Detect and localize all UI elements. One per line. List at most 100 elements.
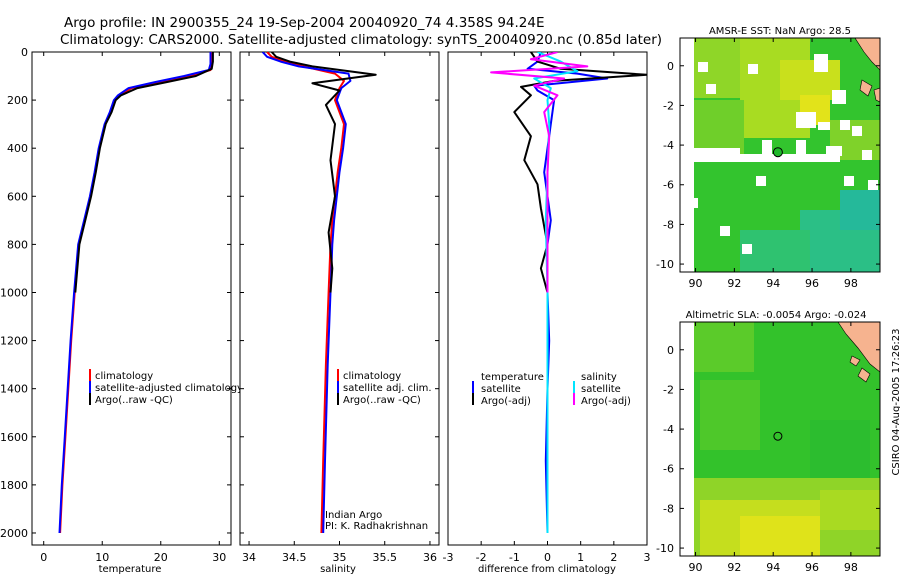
- series-climatology: [266, 52, 345, 534]
- sst-missing-data: [748, 64, 758, 74]
- series-argo-raw-qc: [74, 52, 214, 293]
- xtick-label: 35.5: [372, 551, 397, 564]
- ytick-label: 600: [7, 190, 28, 203]
- ytick-label: 1200: [0, 335, 28, 348]
- sst-missing-data: [706, 84, 716, 94]
- map-ytick-label: -10: [656, 258, 674, 271]
- series-satellite-adj-clim: [261, 52, 352, 534]
- ytick-label: 1600: [0, 431, 28, 444]
- map-ytick-label: -6: [663, 463, 674, 476]
- map-xtick-label: 96: [805, 561, 819, 574]
- ytick-label: 1400: [0, 383, 28, 396]
- sla-anomaly-patch: [740, 516, 820, 556]
- salinity-panel: 34 34.5 35 35.5 36 salinity climatology sate…: [239, 51, 440, 575]
- difference-legend-salinity: salinity satellite Argo(-adj): [573, 372, 631, 407]
- sst-map-title: AMSR-E SST: NaN Argo: 28.5: [709, 26, 851, 37]
- legend-label-satellite-adj: satellite adj. clim.: [343, 383, 432, 394]
- xtick-label: 20: [154, 551, 168, 564]
- ytick-label: 200: [7, 94, 28, 107]
- xtick-label: 10: [95, 551, 109, 564]
- sst-land: [873, 87, 880, 103]
- sla-anomaly-patch: [700, 380, 760, 450]
- legend-label-climatology: climatology: [343, 371, 401, 382]
- map-ytick-label: 0: [667, 60, 674, 73]
- salinity-xlabel: salinity: [320, 564, 356, 575]
- sst-missing-data: [740, 154, 840, 162]
- legend-label-argo: Argo(..raw -QC): [95, 395, 173, 406]
- sst-missing-data: [720, 226, 730, 236]
- legend-heading-salinity: salinity: [581, 372, 617, 383]
- sla-land: [857, 367, 871, 383]
- annotation-pi: PI: K. Radhakrishnan: [325, 521, 428, 532]
- sst-missing-data: [814, 54, 828, 72]
- ytick-label: 2000: [0, 527, 28, 540]
- salinity-legend: climatology satellite adj. clim. Argo(..…: [337, 369, 432, 406]
- sst-missing-data: [756, 176, 766, 186]
- sst-missing-data: [694, 148, 740, 162]
- legend-label-climatology: climatology: [95, 371, 153, 382]
- sla-map-field: [680, 322, 880, 556]
- sst-missing-data: [868, 180, 878, 190]
- map-ytick-label: -8: [663, 218, 674, 231]
- xtick-label: 0: [40, 551, 47, 564]
- salinity-axes-box: [239, 51, 440, 546]
- sla-missing-data: [680, 322, 694, 556]
- map-xtick-label: 90: [689, 561, 703, 574]
- map-xtick-label: 92: [727, 561, 741, 574]
- map-xtick-label: 94: [766, 561, 780, 574]
- sst-cool-patch: [840, 190, 880, 230]
- sst-warm-patch: [780, 60, 840, 100]
- sla-map-title: Altimetric SLA: -0.0054 Argo: -0.024: [686, 310, 867, 321]
- sla-map-axes-box: [679, 321, 881, 557]
- temperature-axes-box: [31, 51, 232, 546]
- legend-label-argo-adj-salinity: Argo(-adj): [581, 396, 631, 407]
- xtick-label: 30: [212, 551, 226, 564]
- ytick-label: 800: [7, 238, 28, 251]
- sst-map-panel: AMSR-E SST: NaN Argo: 28.5: [656, 26, 881, 290]
- sst-missing-data: [688, 198, 698, 208]
- sla-land: [837, 322, 880, 373]
- xtick-label: 3: [644, 551, 651, 564]
- difference-legend-temperature: temperature satellite Argo(-adj): [472, 372, 544, 407]
- sst-missing-data: [762, 140, 772, 154]
- sst-land: [859, 79, 873, 97]
- map-xtick-label: 96: [805, 277, 819, 290]
- map-ytick-label: -10: [656, 542, 674, 555]
- sla-anomaly-patch: [820, 490, 880, 530]
- sla-anomaly-patch: [694, 322, 754, 372]
- sst-missing-data: [680, 38, 694, 272]
- annotation-program: Indian Argo: [325, 510, 382, 521]
- argo-float-marker: [772, 147, 783, 158]
- map-xtick-label: 98: [844, 561, 858, 574]
- sst-map-axes-box: [679, 37, 881, 273]
- difference-xlabel: difference from climatology: [478, 564, 616, 575]
- xtick-label: -3: [443, 551, 454, 564]
- legend-label-argo-adj: Argo(-adj): [481, 396, 531, 407]
- sst-missing-data: [852, 126, 862, 136]
- map-xtick-label: 90: [689, 277, 703, 290]
- xtick-label: 0: [544, 551, 551, 564]
- map-ytick-label: -2: [663, 383, 674, 396]
- sst-missing-data: [826, 146, 842, 156]
- series-satellite-adjusted-climatology: [58, 52, 212, 534]
- map-ytick-label: -6: [663, 179, 674, 192]
- map-xtick-label: 92: [727, 277, 741, 290]
- ytick-label: 1800: [0, 479, 28, 492]
- map-ytick-label: -8: [663, 502, 674, 515]
- legend-label-satellite: satellite: [481, 384, 521, 395]
- series-argo-adj-salinity: [490, 52, 589, 293]
- map-ytick-label: -4: [663, 139, 674, 152]
- xtick-label: 34: [242, 551, 256, 564]
- sst-missing-data: [818, 122, 830, 130]
- sla-map-panel: Altimetric SLA: -0.0054 Argo: -0.024 90 9…: [656, 310, 881, 574]
- sst-missing-data: [796, 140, 806, 154]
- series-argo-raw-qc: [270, 52, 377, 293]
- xtick-label: -1: [509, 551, 520, 564]
- difference-panel: -3 -2 -1 0 1 2 3 difference from climatology t…: [443, 51, 651, 575]
- xtick-label: 34.5: [282, 551, 307, 564]
- legend-label-satellite-salinity: satellite: [581, 384, 621, 395]
- map-ytick-label: -2: [663, 99, 674, 112]
- figure-title-line2: Climatology: CARS2000. Satellite-adjuste…: [60, 32, 662, 48]
- sst-missing-data: [844, 176, 854, 186]
